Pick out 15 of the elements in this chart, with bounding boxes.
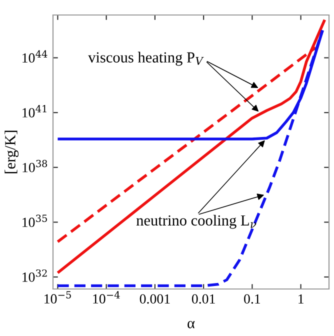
y-axis-title: [erg/K] [4, 130, 19, 174]
x-tick-label: 0.001 [140, 294, 170, 304]
y-tick-label: 10$^{35}$ [22, 214, 47, 228]
x-axis-title: α [188, 320, 195, 328]
y-tick-label: 10$^{44}$ [22, 50, 48, 63]
annotation: neutrino cooling L$_{ν}$ [136, 214, 256, 229]
x-tick-label: 10$^{−4}$ [93, 291, 120, 304]
y-tick-label: 10$^{32}$ [22, 269, 47, 282]
y-tick-label: 10$^{38}$ [22, 160, 48, 172]
x-tick-label: 0.01 [192, 294, 215, 304]
x-tick-label: 0.1 [244, 294, 260, 304]
y-tick-label: 10$^{41}$ [22, 105, 46, 118]
x-tick-label: 10$^{−5}$ [44, 291, 71, 304]
x-tick-label: 1 [298, 294, 304, 304]
annotation: viscous heating P$_{V}$ [88, 52, 204, 66]
